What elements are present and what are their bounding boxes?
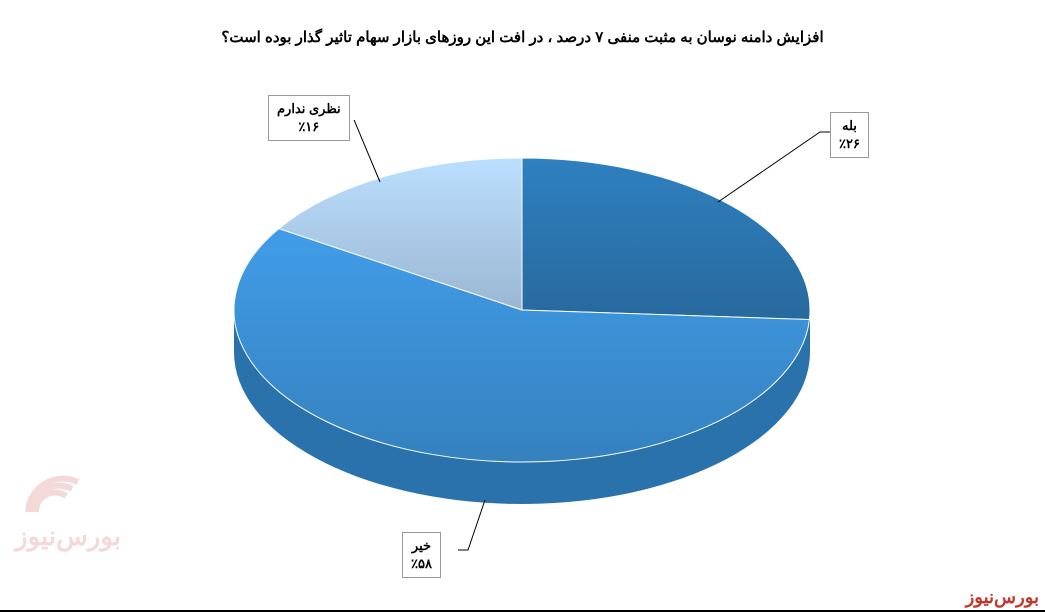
watermark-logo-icon bbox=[18, 467, 88, 517]
chart-title: افزایش دامنه نوسان به مثبت منفی ۷ درصد ،… bbox=[0, 0, 1045, 46]
pie-chart: بله ٪۲۶ خیر ٪۵۸ نظری ندارم ٪۱۶ bbox=[0, 120, 1045, 540]
watermark-text: بورس‌نیوز bbox=[15, 521, 121, 552]
slice-label-noopinion: نظری ندارم ٪۱۶ bbox=[268, 95, 350, 141]
slice-label-noopinion-name: نظری ندارم bbox=[277, 101, 341, 116]
footer-brand: بورس‌نیوز bbox=[966, 587, 1039, 608]
slice-label-noopinion-pct: ٪۱۶ bbox=[298, 119, 319, 134]
